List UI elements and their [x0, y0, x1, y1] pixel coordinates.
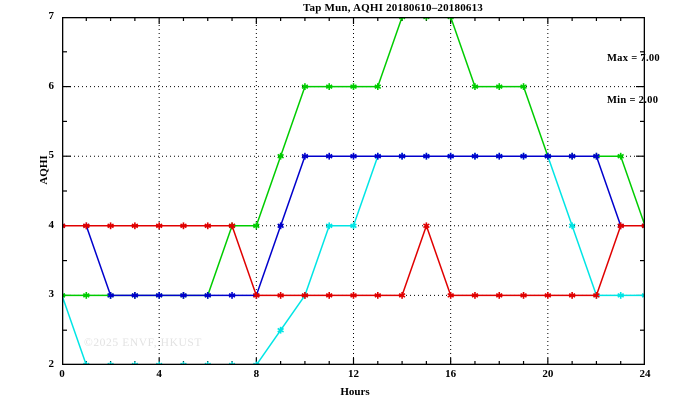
x-tick-label: 8 [253, 368, 260, 380]
series-marker-20180612 [471, 292, 479, 299]
series-marker-20180613 [641, 292, 645, 299]
series-marker-20180613 [325, 222, 333, 230]
plot-frame [62, 17, 645, 365]
series-marker-20180611 [471, 83, 479, 90]
series-marker-20180611 [82, 292, 90, 299]
series-marker-20180612 [301, 292, 309, 299]
series-marker-20180610 [520, 152, 527, 160]
series-marker-20180612 [568, 292, 576, 299]
stats-annotation-box: Max = 7.00 Min = 2.00 [607, 24, 660, 136]
series-marker-20180612 [544, 292, 552, 299]
series-marker-20180613 [617, 292, 625, 299]
series-marker-20180612 [252, 292, 260, 299]
series-marker-20180612 [107, 222, 114, 230]
series-marker-20180611 [277, 152, 284, 160]
series-marker-20180611 [301, 83, 309, 90]
series-marker-20180612 [641, 222, 645, 230]
series-marker-20180610 [398, 152, 406, 160]
y-tick-label: 3 [48, 288, 55, 301]
series-marker-20180611 [350, 83, 357, 90]
x-tick-label: 16 [445, 368, 457, 380]
series-marker-20180612 [82, 222, 90, 230]
series-marker-20180610 [447, 152, 455, 160]
x-tick-label: 24 [639, 368, 651, 380]
chart-title: Tap Mun, AQHI 20180610–20180613 [303, 2, 483, 14]
series-marker-20180610 [131, 292, 139, 299]
y-tick-label: 4 [48, 218, 55, 231]
series-marker-20180613 [277, 326, 284, 334]
series-marker-20180610 [374, 152, 382, 160]
series-marker-20180610 [423, 152, 430, 160]
series-marker-20180613 [568, 222, 576, 230]
series-marker-20180610 [107, 292, 114, 299]
series-marker-20180612 [180, 222, 187, 230]
series-marker-20180610 [301, 152, 309, 160]
series-marker-20180611 [374, 83, 382, 90]
series-marker-20180613 [350, 222, 357, 230]
series-marker-20180612 [398, 292, 406, 299]
series-marker-20180611 [62, 292, 66, 299]
series-marker-20180612 [204, 222, 212, 230]
series-line-20180612 [62, 223, 645, 297]
series-marker-20180611 [495, 83, 503, 90]
series-marker-20180612 [374, 292, 382, 299]
series-marker-20180610 [568, 152, 576, 160]
y-tick-label: 7 [48, 10, 55, 22]
plot-svg [62, 17, 645, 365]
series-marker-20180612 [520, 292, 527, 299]
series-marker-20180610 [350, 152, 357, 160]
series-marker-20180610 [228, 292, 236, 299]
series-marker-20180611 [325, 83, 333, 90]
series-marker-20180611 [520, 83, 527, 90]
series-marker-20180612 [62, 222, 66, 230]
series-marker-20180612 [495, 292, 503, 299]
series-marker-20180612 [155, 222, 163, 230]
series-marker-20180610 [471, 152, 479, 160]
series-marker-20180612 [277, 292, 284, 299]
y-tick-label: 2 [48, 358, 55, 370]
series-marker-20180611 [252, 222, 260, 230]
series-marker-20180610 [204, 292, 212, 299]
series-marker-20180612 [447, 292, 455, 299]
series-marker-20180610 [544, 152, 552, 160]
series-marker-20180610 [155, 292, 163, 299]
y-tick-label: 5 [48, 149, 55, 162]
series-marker-20180612 [228, 222, 236, 230]
y-tick-label: 6 [48, 79, 55, 92]
x-tick-label: 20 [542, 368, 554, 380]
series-marker-20180612 [131, 222, 139, 230]
plot-area [62, 17, 645, 365]
series-marker-20180610 [593, 152, 600, 160]
series-marker-20180612 [593, 292, 600, 299]
x-tick-label: 0 [59, 368, 65, 380]
series-marker-20180612 [423, 222, 430, 230]
series-marker-20180610 [495, 152, 503, 160]
x-tick-label: 12 [348, 368, 359, 380]
min-value-label: Min = 2.00 [606, 95, 659, 106]
series-marker-20180612 [325, 292, 333, 299]
series-marker-20180612 [617, 222, 625, 230]
max-value-label: Max = 7.00 [606, 53, 660, 64]
x-tick-label: 4 [156, 368, 162, 380]
series-marker-20180612 [350, 292, 357, 299]
series-marker-20180610 [325, 152, 333, 160]
x-axis-label: Hours [340, 386, 370, 398]
series-marker-20180610 [277, 222, 284, 230]
series-marker-20180611 [617, 152, 625, 160]
series-marker-20180610 [180, 292, 187, 299]
